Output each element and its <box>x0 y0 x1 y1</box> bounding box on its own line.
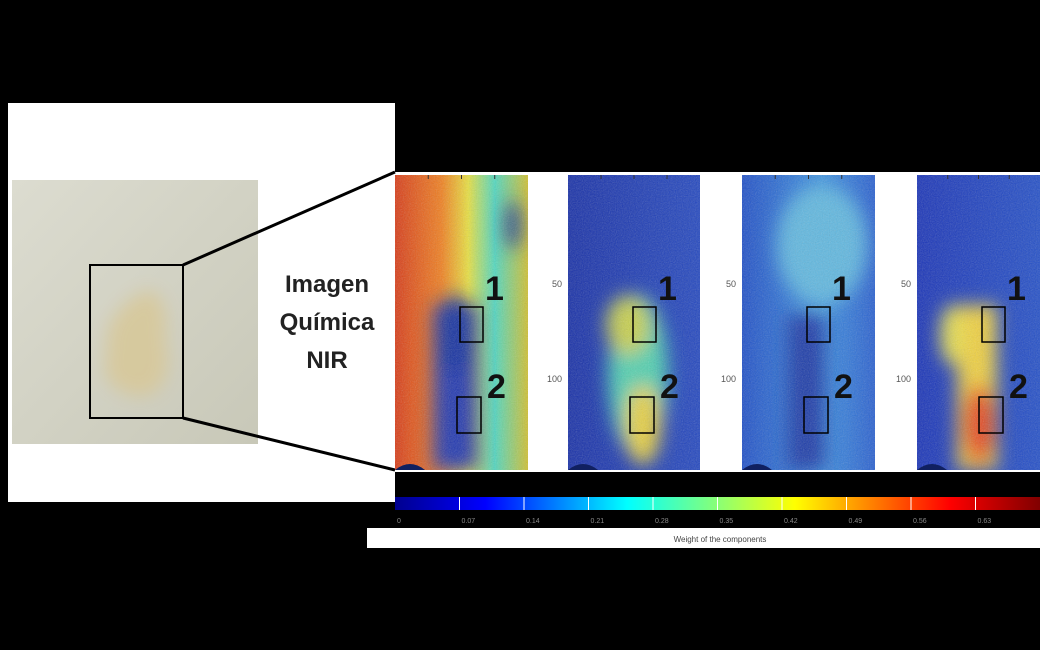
nir-panel: 12 <box>395 175 528 470</box>
panel-image <box>568 175 700 470</box>
colorbar-tick-label: 0.56 <box>913 518 927 525</box>
panel-noise <box>742 175 875 470</box>
y-tick-label: 50 <box>726 279 736 289</box>
panel-noise <box>568 175 700 470</box>
y-tick-label: 100 <box>896 374 911 384</box>
colorbar-tick-label: 0.49 <box>849 518 863 525</box>
figure: ImagenQuímicaNIR 12125010012501001250100… <box>0 0 1040 650</box>
colorbar-tick-label: 0.21 <box>591 518 605 525</box>
colorbar-tick-label: 0.63 <box>978 518 992 525</box>
region-label: 1 <box>658 270 677 308</box>
nir-panel: 1 2 50 100 <box>547 175 700 470</box>
panel-image <box>395 175 528 470</box>
panel-noise <box>395 175 528 470</box>
region-label: 2 <box>1009 368 1028 406</box>
region-label: 1 <box>1007 270 1026 308</box>
colorbar-tick-label: 0.14 <box>526 518 540 525</box>
nir-panel: 1 2 50 100 <box>896 175 1040 470</box>
region-label: 1 <box>832 270 851 308</box>
nir-panel: 1 2 50 100 <box>721 175 875 470</box>
region-label: 2 <box>660 368 679 406</box>
colorbar-tick-label: 0.28 <box>655 518 669 525</box>
colorbar-tick-label: 0.07 <box>462 518 476 525</box>
heading-line: NIR <box>306 347 347 374</box>
colorbar-label: Weight of the components <box>674 535 767 544</box>
y-tick-label: 100 <box>547 374 562 384</box>
heading-line: Imagen <box>285 271 369 298</box>
colorbar-tick-label: 0.42 <box>784 518 798 525</box>
panel-image <box>742 175 875 470</box>
colorbar-tick-label: 0.35 <box>720 518 734 525</box>
y-tick-label: 50 <box>552 279 562 289</box>
region-label: 2 <box>487 368 506 406</box>
y-tick-label: 100 <box>721 374 736 384</box>
colorbar-tick-label: 0 <box>397 518 401 525</box>
heading-line: Química <box>280 309 375 336</box>
region-label: 2 <box>834 368 853 406</box>
y-tick-label: 50 <box>901 279 911 289</box>
region-label: 1 <box>485 270 504 308</box>
